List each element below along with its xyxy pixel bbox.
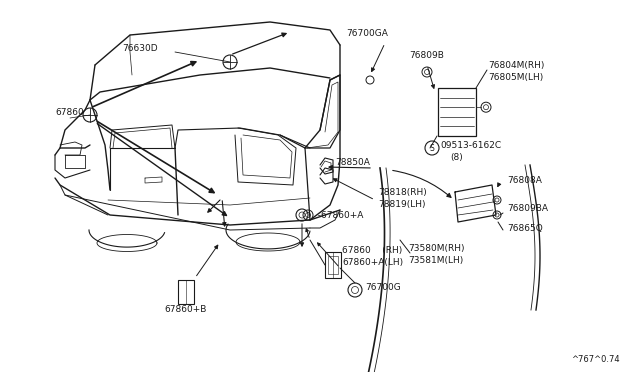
Text: 67860+B: 67860+B [165,305,207,314]
Text: 09513-6162C: 09513-6162C [440,141,501,150]
Text: 76865Q: 76865Q [507,224,543,232]
Text: 76809B: 76809B [410,51,444,60]
Bar [328,256,338,274]
Text: (8): (8) [450,153,463,161]
Text: 73580M(RH): 73580M(RH) [408,244,465,253]
Text: 76700G: 76700G [365,282,401,292]
Bar [178,280,194,304]
Text: 78850A: 78850A [335,157,370,167]
Text: -67860+A: -67860+A [312,211,364,219]
Text: 76700GA: 76700GA [346,29,388,38]
Text: 78818(RH): 78818(RH) [378,187,427,196]
Text: 76630D: 76630D [122,44,158,52]
Bar [325,252,341,278]
Text: 76808A: 76808A [507,176,542,185]
Text: 67860    (RH): 67860 (RH) [342,246,403,254]
Text: 76804M(RH): 76804M(RH) [488,61,545,70]
Text: 76805M(LH): 76805M(LH) [488,73,543,81]
Text: 67860+A(LH): 67860+A(LH) [342,257,403,266]
Text: ^767^0.74: ^767^0.74 [572,356,620,365]
Text: S: S [429,144,435,153]
Text: 73581M(LH): 73581M(LH) [408,256,463,264]
Text: 78819(LH): 78819(LH) [378,199,426,208]
Text: 76809BA: 76809BA [507,203,548,212]
Bar [438,88,476,136]
Text: 67860: 67860 [55,108,84,116]
